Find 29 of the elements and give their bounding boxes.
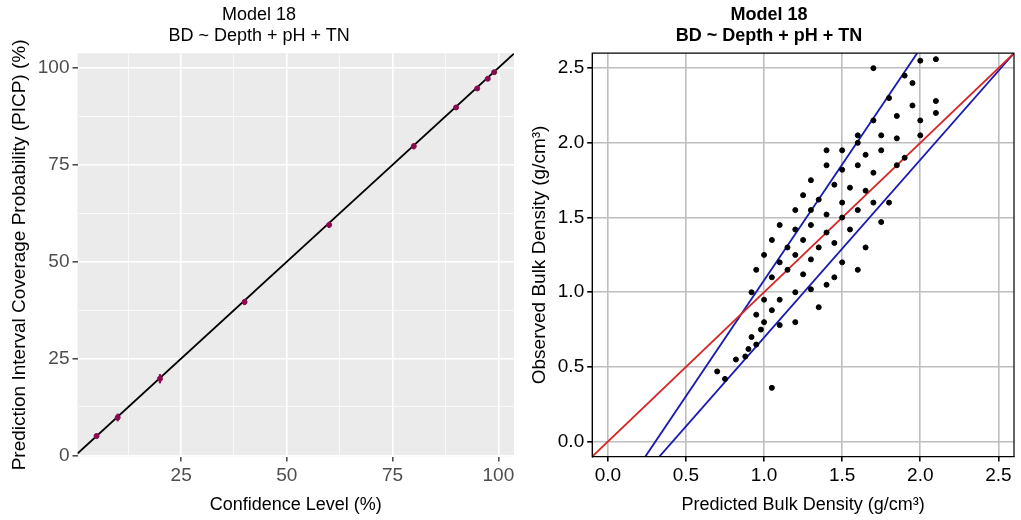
y-tick-label: 0.0 — [557, 429, 585, 451]
x-tick-label: 25 — [170, 464, 192, 486]
chart-title: Model 18 — [221, 3, 297, 24]
x-tick-label: 50 — [276, 464, 298, 486]
x-axis-title: Predicted Bulk Density (g/cm³) — [681, 494, 925, 515]
x-tick-label: 0.5 — [672, 464, 700, 486]
y-tick-label: 0.5 — [557, 355, 585, 377]
y-tick-label: 2.5 — [557, 56, 585, 78]
x-tick-label: 1.0 — [750, 464, 778, 486]
x-tick-label: 2.0 — [907, 464, 934, 486]
y-axis-title: Prediction Interval Coverage Probability (PICP) (%) — [7, 39, 29, 471]
x-tick-label: 100 — [482, 464, 515, 486]
y-tick-label: 0 — [58, 443, 70, 465]
x-tick-label: 0.0 — [594, 464, 622, 486]
y-tick-label: 2.0 — [557, 131, 585, 153]
y-tick-label: 25 — [48, 346, 70, 368]
y-tick-label: 1.5 — [557, 205, 585, 227]
y-tick-label: 100 — [37, 56, 70, 78]
y-tick-label: 50 — [48, 249, 70, 271]
chart-subtitle: BD ~ Depth + pH + TN — [168, 25, 350, 46]
x-axis-title: Confidence Level (%) — [209, 494, 382, 515]
x-tick-label: 2.5 — [985, 464, 1012, 486]
chart-subtitle: BD ~ Depth + pH + TN — [675, 25, 863, 46]
y-tick-label: 1.0 — [557, 280, 585, 302]
y-axis-title: Observed Bulk Density (g/cm³) — [527, 125, 549, 385]
chart-title: Model 18 — [730, 3, 808, 24]
x-tick-label: 1.5 — [828, 464, 856, 486]
y-tick-label: 75 — [48, 153, 70, 175]
x-tick-label: 75 — [382, 464, 404, 486]
